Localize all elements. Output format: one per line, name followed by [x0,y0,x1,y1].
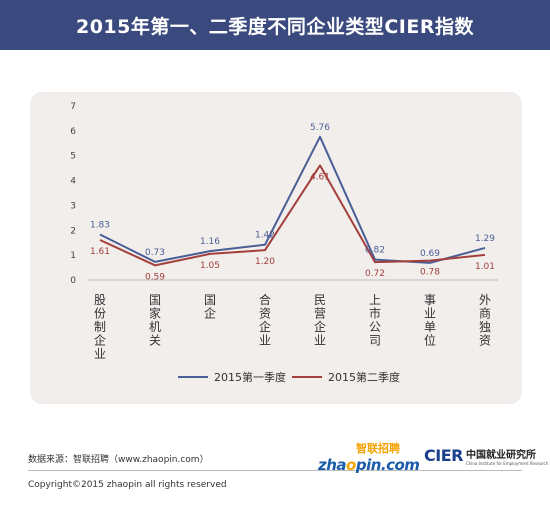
x-tick-label: 合资企业 [259,292,271,348]
x-tick-label: 上市公司 [369,293,381,348]
y-tick-label: 7 [70,102,76,112]
data-label-q1: 0.69 [420,249,440,259]
data-label-q1: 0.73 [145,248,165,258]
footer-divider [28,470,522,471]
y-axis: 0 1 2 3 4 5 6 7 [70,102,76,286]
copyright-text: Copyright©2015 zhaopin all rights reserv… [28,480,227,490]
cier-logo-mark: CIER [424,446,463,465]
x-axis: 股份制企业 国家机关 国企 合资企业 民营企业 上市公司 事业单位 外商独资 [88,279,498,361]
series-line-2 [99,164,486,267]
cier-logo: CIER 中国就业研究所 China Institute for Employm… [424,446,548,466]
y-tick-label: 3 [70,201,76,211]
series-line-1 [99,135,486,264]
y-tick-label: 6 [70,127,76,137]
data-label-q2: 4.61 [310,172,330,182]
data-label-q2: 1.01 [475,262,495,272]
series-layer [99,135,486,267]
page-title-text: 2015年第一、二季度不同企业类型CIER指数 [75,15,474,38]
y-tick-label: 0 [70,276,76,286]
chart-panel [30,92,522,404]
legend: 2015第一季度 2015第二季度 [178,370,400,384]
data-label-q1: 5.76 [310,123,330,133]
data-source-note: 数据来源：智联招聘（www.zhaopin.com） [28,455,209,465]
data-label-q1: 1.29 [475,234,495,244]
data-label-q2: 0.72 [365,269,385,279]
data-label-q1: 1.42 [255,231,275,241]
cier-logo-en: China Institute for Employment Research [465,461,549,466]
y-tick-label: 4 [70,177,76,187]
cier-logo-cn: 中国就业研究所 [465,450,536,461]
y-tick-label: 5 [70,152,76,162]
page-title: 2015年第一、二季度不同企业类型CIER指数 [0,0,550,50]
data-label-q2: 1.05 [200,261,220,271]
y-tick-label: 2 [70,226,76,236]
legend-label-2: 2015第二季度 [328,370,400,384]
data-label-q2: 0.59 [145,272,165,282]
zhaopin-logo: 智联招聘 zhaopin.com [318,440,420,474]
x-tick-label: 国企 [204,293,216,321]
y-tick-label: 1 [70,251,76,261]
data-label-q1: 1.83 [90,221,110,231]
x-tick-label: 股份制企业 [94,293,106,361]
data-label-q2: 1.61 [90,247,110,257]
legend-label-1: 2015第一季度 [214,370,286,384]
data-label-q2: 1.20 [255,257,275,267]
data-labels: 1.83 0.73 1.16 1.42 5.76 0.82 0.69 1.29 1.61 0.59… [90,123,495,283]
data-label-q1: 1.16 [200,237,220,247]
x-tick-label: 外商独资 [479,293,491,348]
zhaopin-logo-en: zhaopin.com [318,456,420,474]
zhaopin-logo-cn: 智联招聘 [356,442,400,455]
data-label-q2: 0.78 [420,268,440,278]
x-tick-label: 事业单位 [424,293,436,348]
x-tick-label: 民营企业 [314,293,326,348]
x-tick-label: 国家机关 [149,293,161,348]
data-label-q1: 0.82 [365,246,385,256]
